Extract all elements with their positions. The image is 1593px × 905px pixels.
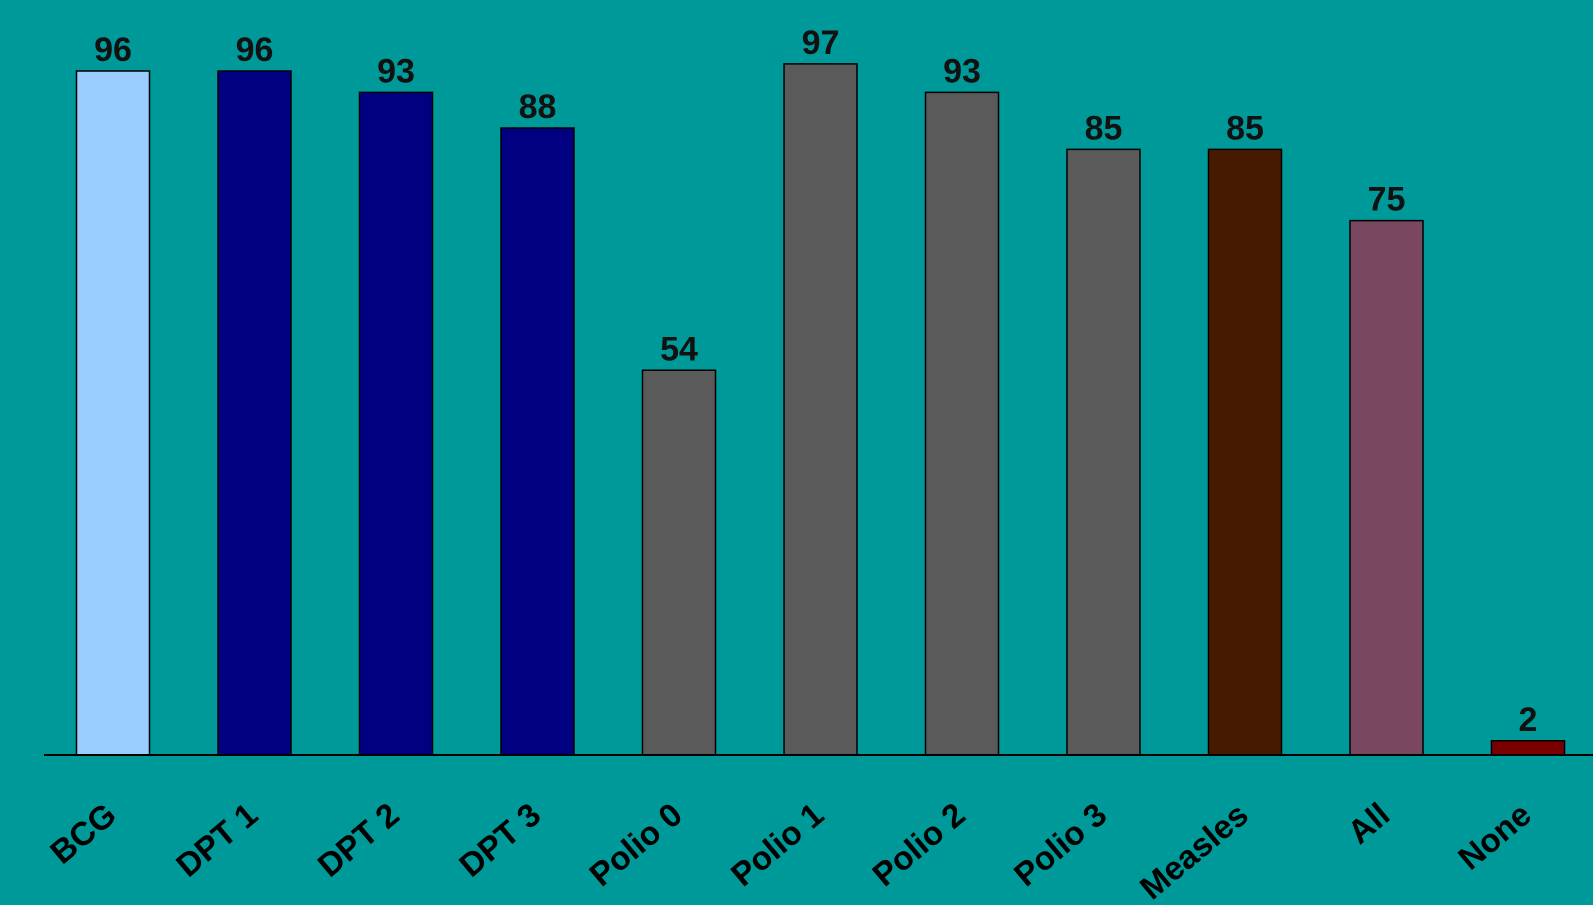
bars-group [75, 63, 1566, 756]
data-label-measles: 85 [1226, 109, 1264, 147]
bar-all [1349, 219, 1424, 756]
data-label-dpt-1: 96 [236, 31, 274, 69]
x-tick-label-polio-3: Polio 3 [1007, 795, 1114, 893]
x-tick-label-dpt-1: DPT 1 [169, 795, 264, 883]
bar-none [1490, 740, 1566, 756]
bar-polio-1 [783, 63, 858, 756]
x-tick-label-polio-2: Polio 2 [865, 795, 972, 893]
x-tick-label-polio-0: Polio 0 [582, 795, 689, 893]
bar-bcg [75, 70, 151, 756]
bar-dpt-3 [500, 127, 575, 756]
x-tick-label-all: All [1340, 795, 1396, 850]
bar-polio-3 [1066, 148, 1141, 756]
bar-dpt-1 [217, 70, 292, 756]
data-label-polio-1: 97 [802, 24, 840, 62]
bar-polio-0 [641, 369, 717, 756]
data-label-bcg: 96 [94, 31, 132, 69]
x-tick-label-polio-1: Polio 1 [724, 795, 831, 893]
x-tick-label-dpt-3: DPT 3 [452, 795, 547, 883]
data-label-dpt-3: 88 [519, 88, 557, 126]
data-label-none: 2 [1519, 701, 1538, 739]
data-label-dpt-2: 93 [377, 52, 415, 90]
data-label-polio-2: 93 [943, 52, 981, 90]
data-labels-group: 96 96 93 88 54 97 93 85 85 75 2 [94, 24, 1537, 739]
data-label-all: 75 [1368, 181, 1406, 219]
x-tick-labels-group: BCG DPT 1 DPT 2 DPT 3 Polio 0 Polio 1 Polio 2 P… [43, 795, 1538, 905]
x-tick-label-dpt-2: DPT 2 [310, 795, 405, 883]
data-label-polio-0: 54 [660, 330, 698, 368]
bar-polio-2 [924, 91, 1000, 756]
x-tick-label-none: None [1451, 795, 1538, 876]
bar-dpt-2 [358, 91, 434, 756]
x-tick-label-bcg: BCG [43, 795, 123, 870]
bar-measles [1207, 148, 1283, 756]
x-tick-label-measles: Measles [1133, 795, 1255, 905]
data-label-polio-3: 85 [1085, 109, 1123, 147]
